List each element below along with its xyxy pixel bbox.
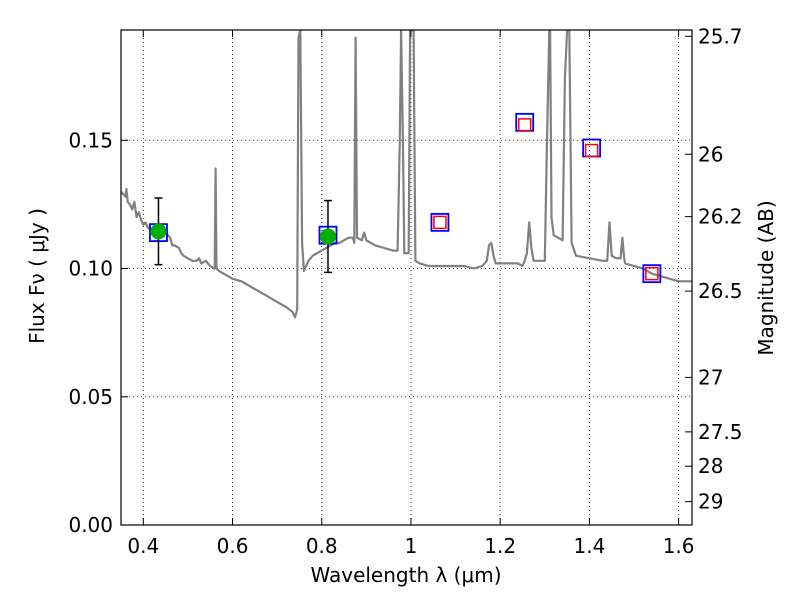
predicted-point-box bbox=[517, 118, 532, 132]
y2-tick-label: 29 bbox=[698, 490, 723, 514]
y2-tick-label: 27.5 bbox=[698, 420, 743, 444]
y-tick-label: 0.10 bbox=[68, 257, 113, 281]
y-tick-label: 0.05 bbox=[68, 385, 113, 409]
predicted-point-box bbox=[645, 266, 659, 281]
x-tick-label: 0.4 bbox=[127, 534, 159, 558]
x-tick-label: 0.6 bbox=[217, 534, 249, 558]
model-photometry-box bbox=[642, 264, 662, 284]
observed-point bbox=[319, 228, 336, 245]
y2-tick-label: 27 bbox=[698, 365, 723, 389]
axis-ticks: 0.4 0.6 0.8 1 1.2 1.4 1.6 0.00 0.05 0.10 0.15 25.7 2… bbox=[68, 24, 742, 558]
x-tick-label: 1.4 bbox=[573, 534, 605, 558]
y2-tick-label: 26.5 bbox=[698, 279, 743, 303]
y2-tick-label: 28 bbox=[698, 454, 723, 478]
observed-point bbox=[150, 223, 167, 240]
plot-area bbox=[121, 30, 692, 319]
y2-tick-label: 26 bbox=[698, 142, 723, 166]
model-spectrum-line bbox=[121, 30, 692, 319]
y-tick-label: 0.15 bbox=[68, 128, 113, 152]
predicted-point-box bbox=[433, 215, 447, 230]
y2-tick-label: 26.2 bbox=[698, 205, 743, 229]
y2-tick-label: 25.7 bbox=[698, 24, 743, 48]
x-tick-label: 1 bbox=[405, 534, 418, 558]
model-photometry-box bbox=[430, 212, 450, 232]
grid-lines bbox=[121, 30, 692, 526]
plot-frame bbox=[120, 29, 693, 526]
x-tick-label: 1.6 bbox=[663, 534, 695, 558]
y-tick-label: 0.00 bbox=[68, 513, 113, 537]
x-axis-label: Wavelength λ (μm) bbox=[310, 563, 501, 587]
y-axis-label: Flux Fν ( μJy ) bbox=[25, 208, 49, 344]
y2-axis-label: Magnitude (AB) bbox=[754, 200, 778, 355]
x-tick-label: 1.2 bbox=[484, 534, 516, 558]
x-tick-label: 0.8 bbox=[306, 534, 338, 558]
predicted-point-box bbox=[584, 143, 599, 158]
